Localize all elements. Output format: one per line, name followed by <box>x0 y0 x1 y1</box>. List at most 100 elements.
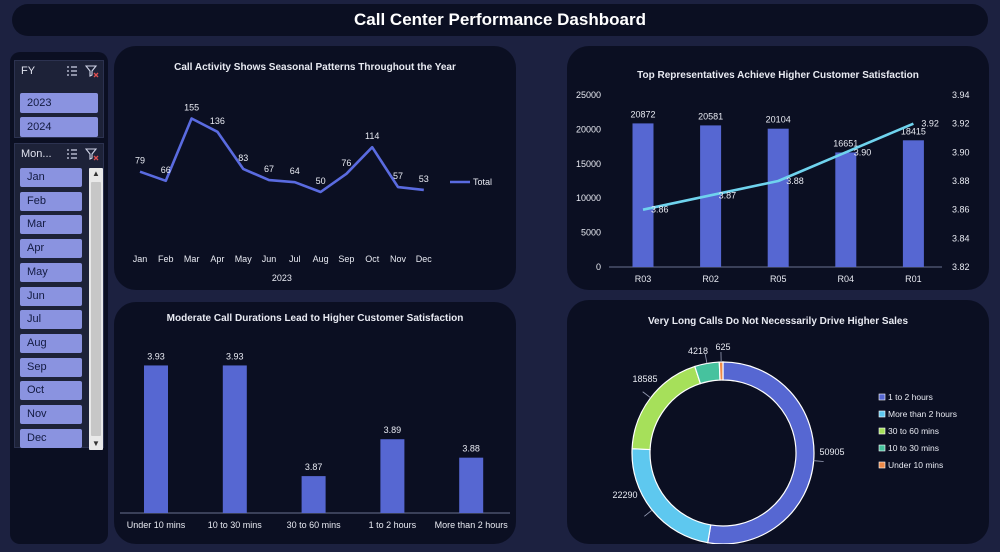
x-tick-label: 10 to 30 mins <box>208 520 263 530</box>
series-line-total <box>139 117 424 194</box>
bar-data-label: 3.89 <box>384 425 402 435</box>
month-slicer-label: Mon... <box>21 148 52 160</box>
month-item-aug[interactable]: Aug <box>20 333 82 353</box>
fy-slicer-label: FY <box>21 65 36 77</box>
legend-label: 30 to 60 mins <box>888 426 939 436</box>
dashboard-title: Call Center Performance Dashboard <box>354 10 646 29</box>
legend-label: More than 2 hours <box>888 409 957 419</box>
x-tick-label: Under 10 mins <box>127 520 186 530</box>
series-line-satisfaction <box>642 122 914 211</box>
month-item-dec[interactable]: Dec <box>20 428 82 448</box>
y-tick-label: 20000 <box>576 124 601 134</box>
x-tick-label: Jun <box>262 254 277 264</box>
x-tick-label: R03 <box>635 274 652 284</box>
chart-title: Top Representatives Achieve Higher Custo… <box>637 70 919 81</box>
month-item-mar[interactable]: Mar <box>20 215 82 235</box>
y2-tick-label: 3.94 <box>952 90 970 100</box>
scroll-thumb[interactable] <box>91 182 101 436</box>
y-tick-label: 25000 <box>576 90 601 100</box>
month-item-may[interactable]: May <box>20 262 82 282</box>
clear-filter-icon[interactable] <box>84 147 99 161</box>
bar-data-label: 20581 <box>698 111 723 121</box>
legend-swatch <box>878 410 886 418</box>
data-label: 76 <box>341 158 351 168</box>
month-slicer: Mon... Jan Feb Mar Apr May Jun Jul Aug Sep Oct Nov… <box>14 143 104 450</box>
bar <box>767 128 789 267</box>
x-tick-label: 30 to 60 mins <box>287 520 342 530</box>
chart-title: Moderate Call Durations Lead to Higher C… <box>166 313 464 324</box>
leader-line <box>644 509 653 517</box>
month-item-oct[interactable]: Oct <box>20 381 82 401</box>
month-item-apr[interactable]: Apr <box>20 239 82 259</box>
x-tick-label: More than 2 hours <box>435 520 509 530</box>
bar <box>380 439 405 513</box>
y2-tick-label: 3.92 <box>952 119 970 129</box>
bar <box>144 365 168 513</box>
x-tick-label: Apr <box>210 254 224 264</box>
month-item-nov[interactable]: Nov <box>20 405 82 424</box>
bar <box>835 152 857 267</box>
month-item-sep[interactable]: Sep <box>20 357 82 377</box>
data-label: 67 <box>264 164 274 174</box>
donut-slice <box>718 361 724 381</box>
call-activity-chart: 79 66 155 136 83 67 64 50 76 114 57 53 Jan Feb Mar Apr M… <box>133 103 492 284</box>
y-tick-label: 0 <box>596 262 601 272</box>
data-label: 53 <box>419 174 429 184</box>
x-group-label: 2023 <box>272 273 292 283</box>
multi-select-icon[interactable] <box>65 147 79 161</box>
dashboard-header: Call Center Performance Dashboard <box>12 4 988 36</box>
x-tick-label: May <box>235 254 253 264</box>
bar <box>222 365 247 513</box>
data-label: 79 <box>135 156 145 166</box>
line-data-label: 3.88 <box>786 176 804 186</box>
bar <box>902 140 924 267</box>
multi-select-icon[interactable] <box>65 64 79 78</box>
legend-swatch <box>878 427 886 435</box>
chart-title: Call Activity Shows Seasonal Patterns Th… <box>174 62 456 73</box>
y2-tick-label: 3.82 <box>952 262 970 272</box>
x-tick-label: Aug <box>313 254 329 264</box>
clear-filter-icon[interactable] <box>84 64 99 78</box>
slice-data-label: 50905 <box>819 447 844 457</box>
x-tick-label: Nov <box>390 254 407 264</box>
month-item-jul[interactable]: Jul <box>20 310 82 330</box>
y2-tick-label: 3.84 <box>952 233 970 243</box>
bar-data-label: 16651 <box>833 138 858 148</box>
leader-line <box>704 353 708 364</box>
x-tick-label: Oct <box>365 254 380 264</box>
x-tick-label: Mar <box>184 254 200 264</box>
month-item-feb[interactable]: Feb <box>20 191 82 211</box>
month-item-jun[interactable]: Jun <box>20 286 82 306</box>
fy-slicer-header: FY <box>15 61 103 81</box>
legend-swatch <box>878 461 886 469</box>
x-tick-label: R04 <box>838 274 855 284</box>
y2-tick-label: 3.88 <box>952 176 970 186</box>
bar-data-label: 3.93 <box>147 351 165 361</box>
legend-label: Total <box>473 177 492 187</box>
data-label: 57 <box>393 171 403 181</box>
scroll-down-icon[interactable]: ▼ <box>92 439 100 448</box>
slice-data-label: 22290 <box>612 490 637 500</box>
data-label: 50 <box>316 176 326 186</box>
bar-data-label: 20104 <box>766 115 791 125</box>
slicer-panel: FY 2023 2024 Mon... Jan Feb Mar Apr May Jun Jul… <box>10 52 108 544</box>
month-scrollbar[interactable]: ▲ ▼ <box>89 168 103 450</box>
y2-tick-label: 3.90 <box>952 147 970 157</box>
long-calls-panel: Very Long Calls Do Not Necessarily Drive… <box>567 300 989 545</box>
fy-item-2023[interactable]: 2023 <box>20 93 98 113</box>
fy-item-2024[interactable]: 2024 <box>20 117 98 137</box>
x-tick-label: Jul <box>289 254 301 264</box>
leader-line <box>642 391 651 399</box>
x-tick-label: Feb <box>158 254 174 264</box>
bar-data-label: 18415 <box>901 126 926 136</box>
month-item-jan[interactable]: Jan <box>20 168 82 187</box>
y-tick-label: 15000 <box>576 159 601 169</box>
legend-swatch <box>878 393 886 401</box>
x-tick-label: 1 to 2 hours <box>369 520 417 530</box>
scroll-up-icon[interactable]: ▲ <box>92 169 100 178</box>
y2-tick-label: 3.86 <box>952 205 970 215</box>
line-data-label: 3.87 <box>719 190 737 200</box>
month-slicer-header: Mon... <box>15 144 103 164</box>
legend-label: 1 to 2 hours <box>888 392 933 402</box>
legend-label: Under 10 mins <box>888 460 943 470</box>
